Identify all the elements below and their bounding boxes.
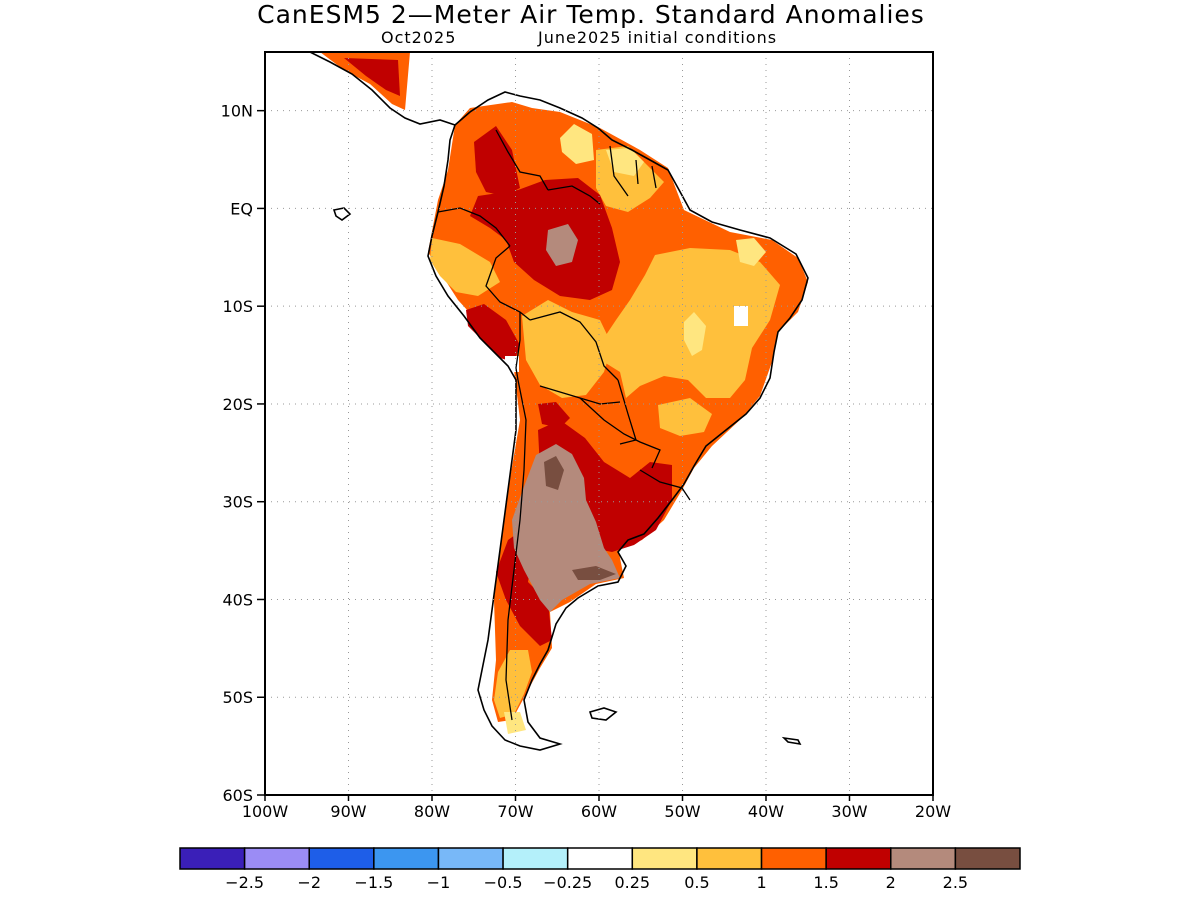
colorbar-swatch [243,847,310,870]
border-guianas [609,145,657,197]
colorbar: −2.5 −2 −1.5 −1 −0.5 −0.25 0.25 0.5 1 1.5 2 2.5 [179,847,1021,892]
anomaly-region-1-1p5-patagonia [494,650,532,718]
border-venezuela-brazil [547,185,601,205]
colorbar-swatch [890,847,957,870]
colorbar-label: 2 [886,873,896,892]
anomaly-region-2-2p5-amazon [470,178,620,300]
central-america-coastline [309,52,456,126]
lat-tick-label: 10N [221,102,253,121]
colorbar-label: −1.5 [354,873,393,892]
south-georgia [781,736,802,746]
colorbar-swatch [696,847,763,870]
colorbar-swatch [954,847,1021,870]
border-bolivia-paraguay [539,385,621,405]
colorbar-label: −1 [427,873,451,892]
anomaly-region-1-1p5-bolivia [522,300,612,398]
lon-tick-label: 80W [414,802,450,821]
anomaly-region-2-2p5-colombia [474,126,520,196]
border-peru-brazil [485,245,531,321]
map-title: CanESM5 2—Meter Air Temp. Standard Anoma… [257,0,925,29]
lon-tick-label: 90W [330,802,366,821]
lon-tick-label: 70W [497,802,533,821]
lon-tick-label: 100W [242,802,289,821]
lat-tick-label: 20S [222,395,253,414]
anomaly-region-2-2p5-peru [466,304,520,362]
lon-tick-label: 20W [915,802,951,821]
colorbar-swatch [631,847,698,870]
colorbar-label: −2.5 [225,873,264,892]
coastlines [309,52,809,751]
colorbar-label: 1 [756,873,766,892]
colorbar-swatch [825,847,892,870]
galapagos-islands [332,207,352,221]
anomaly-region-2-2p5-andes [496,530,552,646]
lat-tick-label: EQ [230,199,253,218]
border-colombia-venezuela [495,129,549,191]
anomaly-region-0p5-1-ne [736,238,766,266]
no-anomaly-cell [734,306,748,326]
colorbar-label: −0.5 [484,873,523,892]
border-argentina-uruguay-brazil [639,469,691,501]
initial-conditions-label: June2025 initial conditions [538,28,778,47]
anomaly-region-1-1p5-uruguay [658,398,712,436]
colorbar-label: −2 [297,873,321,892]
lat-tick-label: 50S [222,688,253,707]
falkland-islands [588,707,618,721]
colorbar-swatch [373,847,440,870]
lon-tick-label: 40W [748,802,784,821]
lon-tick-label: 50W [664,802,700,821]
colorbar-label: 0.5 [684,873,709,892]
border-bolivia-brazil [529,311,619,381]
colorbar-swatch [566,847,634,870]
lat-tick-label: 60S [222,786,253,805]
forecast-month: Oct2025 [381,28,457,47]
country-borders [437,129,691,721]
colorbar-swatch [760,847,827,870]
anomaly-region-0p5-1-venezuela [560,124,594,164]
lat-tick-label: 40S [222,590,253,609]
lat-tick-label: 10S [222,297,253,316]
colorbar-swatch [179,847,246,870]
colorbar-swatch [308,847,375,870]
anomaly-fields [320,52,808,734]
border-chile-argentina [505,379,527,721]
lon-tick-label: 30W [831,802,867,821]
anomaly-region-2p5-3-amazon [546,224,578,266]
colorbar-swatch [502,847,569,870]
anomaly-region-3plus-south [572,566,616,580]
anomaly-region-0p5-1-south [504,712,526,734]
colorbar-label: 1.5 [813,873,838,892]
anomaly-region-2-2p5-north-chile [538,402,570,428]
south-america-coastline [427,91,809,751]
colorbar-label: 2.5 [943,873,968,892]
anomaly-region-1-1p5-colombia [430,238,500,296]
colorbar-swatch [437,847,504,870]
map-frame [264,51,934,796]
border-peru-bolivia [515,312,521,381]
lat-tick-label: 30S [222,493,253,512]
colorbar-label: 0.25 [614,873,650,892]
border-paraguay [579,397,661,469]
anomaly-region-2-2p5-argentina [538,420,672,552]
anomaly-region-central-america-red [344,58,400,96]
border-colombia-ecuador-peru [437,207,511,247]
anomaly-region-0p5-1-brazil [684,312,706,356]
lon-tick-label: 60W [581,802,617,821]
border-brazil-argentina [617,379,637,445]
anomaly-region-0p5-1-guianas [606,148,644,176]
anomaly-region-3plus-north [544,456,564,490]
colorbar-label: −0.25 [543,873,592,892]
